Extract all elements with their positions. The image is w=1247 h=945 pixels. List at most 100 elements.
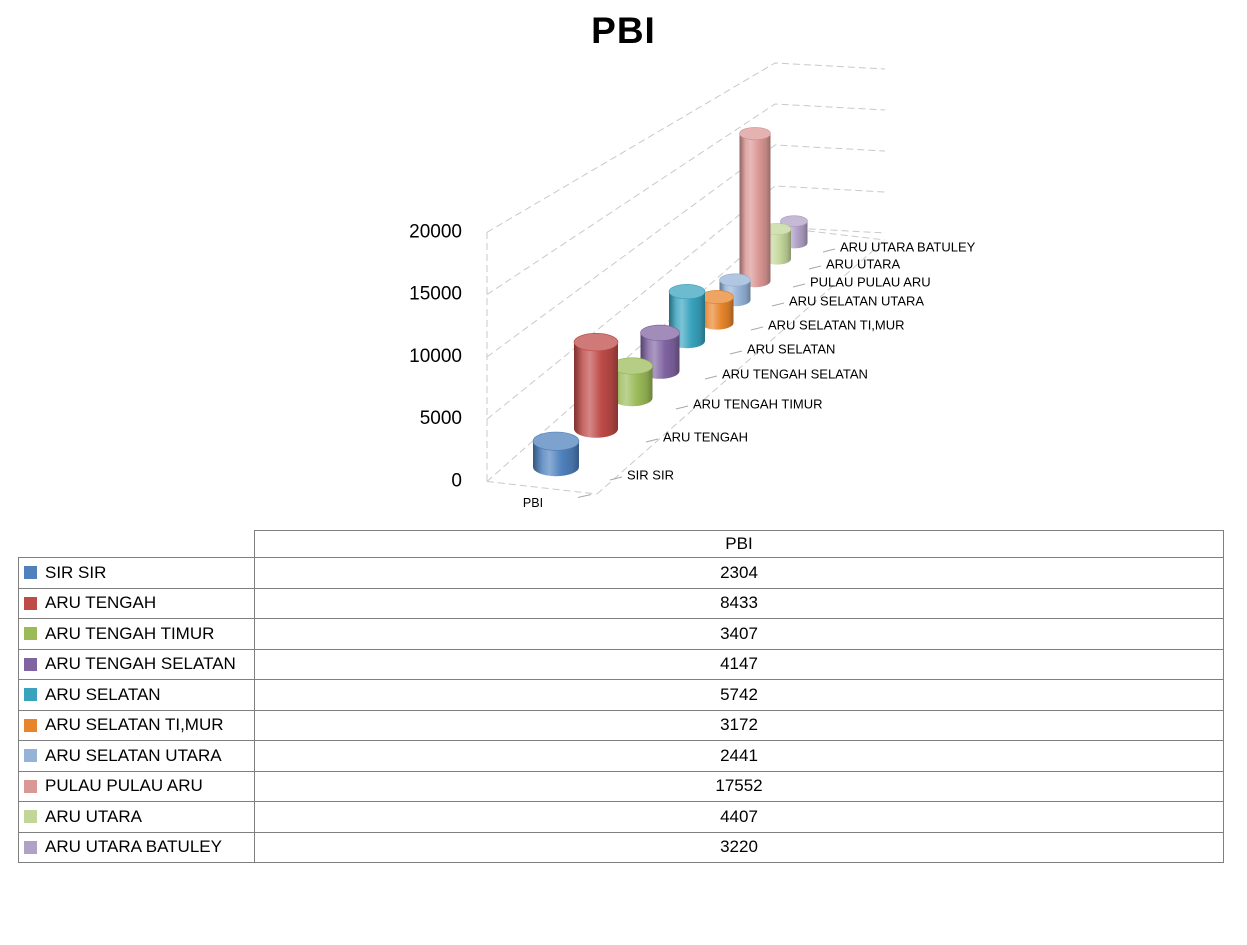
cylinder-3d-chart: 0 5000 10000 15000 20000 SIR SIR ARU TENGAH ARU… — [409, 62, 976, 510]
row-label: ARU TENGAH TIMUR — [45, 623, 215, 643]
legend-swatch — [24, 627, 37, 641]
cylinder-top — [739, 127, 771, 141]
legend-swatch — [24, 779, 37, 793]
floor-edge — [486, 481, 598, 495]
cylinder-aru-selatan-ti-mur — [700, 290, 734, 330]
row-label-cell: ARU TENGAH SELATAN — [19, 649, 255, 679]
row-label: ARU SELATAN UTARA — [45, 745, 222, 765]
cylinder-top — [532, 431, 580, 451]
table-corner-spacer — [18, 530, 254, 557]
row-value: 5742 — [720, 684, 758, 704]
table-row: ARU UTARA 4407 — [19, 802, 1223, 833]
legend-swatch — [24, 566, 37, 580]
table-row: PULAU PULAU ARU 17552 — [19, 771, 1223, 802]
category-tick — [704, 375, 718, 380]
category-tick — [808, 265, 822, 270]
gridline — [486, 226, 886, 482]
cylinder-top — [780, 215, 808, 227]
cylinder-body — [700, 296, 734, 330]
table-row: ARU SELATAN 5742 — [19, 680, 1223, 711]
category-label: ARU UTARA — [826, 256, 900, 271]
category-tick — [609, 476, 623, 481]
category-label: ARU TENGAH TIMUR — [693, 396, 823, 411]
cylinder-aru-tengah-timur — [611, 357, 653, 407]
category-label: ARU TENGAH — [663, 429, 748, 444]
gridline — [486, 144, 886, 358]
category-tick — [771, 302, 785, 307]
cylinder-top — [700, 290, 734, 304]
category-tick — [750, 326, 764, 331]
row-label-cell: ARU UTARA BATULEY — [19, 832, 255, 862]
y-axis-label: 20000 — [409, 221, 462, 242]
cylinder-body — [574, 342, 618, 438]
series-label: PBI — [523, 496, 543, 510]
category-label: ARU SELATAN UTARA — [789, 293, 924, 308]
table-row: ARU TENGAH TIMUR 3407 — [19, 619, 1223, 650]
data-table: PBI SIR SIR 2304 ARU TENGAH 8433 ARU TENGAH … — [18, 530, 1224, 863]
table-header-row: PBI — [18, 530, 1224, 557]
floor-edge — [774, 226, 886, 241]
row-label-cell: ARU TENGAH TIMUR — [19, 619, 255, 649]
floor-edge — [596, 239, 886, 495]
row-value: 3172 — [720, 715, 758, 735]
row-label: SIR SIR — [45, 562, 107, 582]
row-value: 2441 — [720, 745, 758, 765]
legend-swatch — [24, 810, 37, 824]
cylinder-body — [533, 441, 579, 477]
row-label: PULAU PULAU ARU — [45, 776, 203, 796]
cylinder-sir-sir — [532, 431, 580, 477]
chart-title: PBI — [591, 10, 656, 51]
cylinder-top — [573, 333, 619, 352]
category-label: PULAU PULAU ARU — [810, 274, 931, 289]
y-axis-label: 15000 — [409, 284, 462, 305]
y-axis-label: 0 — [451, 471, 462, 492]
row-label-cell: SIR SIR — [19, 558, 255, 588]
category-label: ARU TENGAH SELATAN — [722, 366, 868, 381]
legend-swatch — [24, 749, 37, 763]
row-value: 17552 — [715, 776, 763, 796]
row-label-cell: PULAU PULAU ARU — [19, 771, 255, 801]
cylinder-top — [719, 273, 751, 287]
table-row: SIR SIR 2304 — [19, 558, 1223, 589]
row-value: 4147 — [720, 654, 758, 674]
row-label: ARU SELATAN — [45, 684, 161, 704]
table-body: SIR SIR 2304 ARU TENGAH 8433 ARU TENGAH TIMU… — [18, 557, 1224, 863]
cylinder-body — [611, 365, 653, 407]
category-tick — [792, 283, 806, 288]
y-axis: 0 5000 10000 15000 20000 — [409, 221, 488, 492]
row-label-cell: ARU TENGAH — [19, 588, 255, 618]
category-tick — [822, 248, 836, 253]
cylinder-body — [739, 133, 771, 288]
row-value: 3220 — [720, 837, 758, 857]
y-axis-label: 5000 — [420, 408, 462, 429]
table-header-cell: PBI — [254, 530, 1224, 557]
category-label: ARU UTARA BATULEY — [840, 239, 976, 254]
cylinder-aru-tengah — [573, 333, 619, 438]
gridlines — [486, 62, 886, 482]
table-row: ARU TENGAH SELATAN 4147 — [19, 649, 1223, 680]
cylinder-top — [668, 284, 706, 300]
gridline — [486, 103, 886, 296]
table-row: ARU SELATAN UTARA 2441 — [19, 741, 1223, 772]
row-label-cell: ARU UTARA — [19, 802, 255, 832]
row-value: 4407 — [720, 806, 758, 826]
category-axis: SIR SIR ARU TENGAH ARU TENGAH TIMUR ARU TEN… — [609, 239, 976, 482]
row-label-cell: ARU SELATAN — [19, 680, 255, 710]
category-label: ARU SELATAN — [747, 341, 835, 356]
series-tick — [577, 494, 592, 498]
row-label: ARU TENGAH SELATAN — [45, 654, 236, 674]
y-axis-label: 10000 — [409, 346, 462, 367]
row-label-cell: ARU SELATAN TI,MUR — [19, 710, 255, 740]
row-label: ARU TENGAH — [45, 593, 157, 613]
gridline — [486, 62, 886, 233]
row-label-cell: ARU SELATAN UTARA — [19, 741, 255, 771]
cylinder-top — [640, 324, 680, 341]
row-label: ARU UTARA BATULEY — [45, 837, 222, 857]
category-tick — [729, 350, 743, 355]
category-tick — [675, 405, 689, 410]
table-row: ARU TENGAH 8433 — [19, 588, 1223, 619]
legend-swatch — [24, 596, 37, 610]
cylinder-pulau-pulau-aru — [739, 127, 771, 288]
row-label: ARU UTARA — [45, 806, 142, 826]
